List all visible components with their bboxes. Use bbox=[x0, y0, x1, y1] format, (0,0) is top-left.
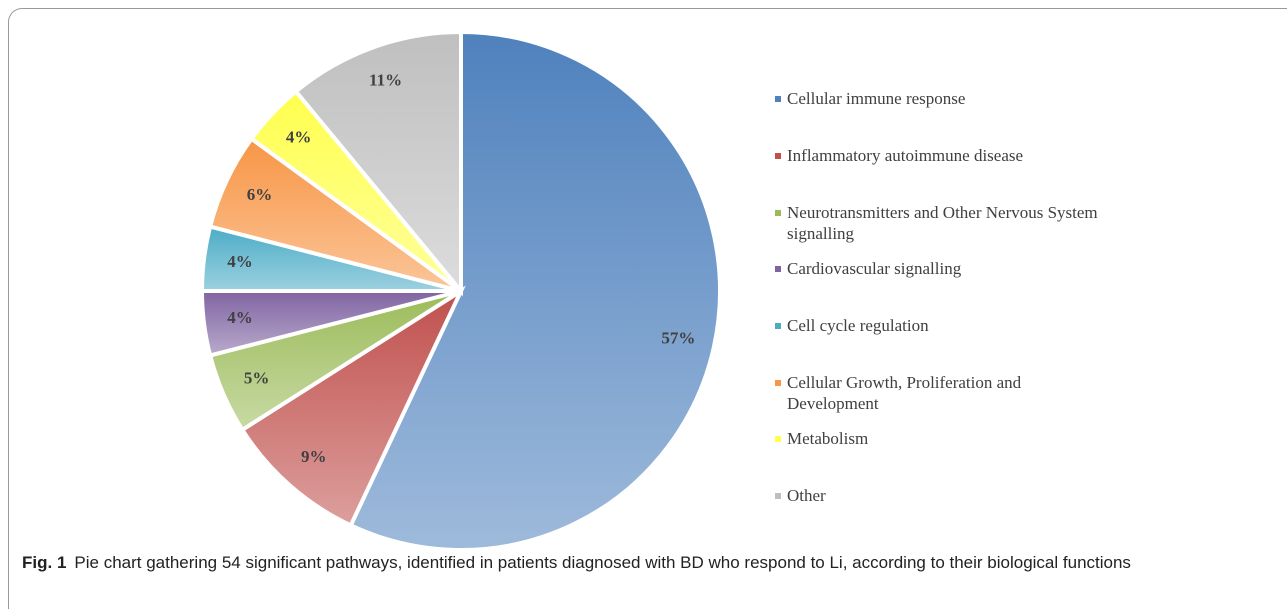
legend-label: Cardiovascular signalling bbox=[787, 259, 962, 278]
pie-slice bbox=[293, 29, 463, 297]
legend-item: Cellular immune response bbox=[775, 88, 1115, 109]
data-label: 4% bbox=[286, 127, 312, 146]
legend-item: Cell cycle regulation bbox=[775, 315, 1115, 336]
pie-slice bbox=[239, 285, 466, 529]
caption-text: Pie chart gathering 54 significant pathw… bbox=[74, 553, 1131, 572]
legend-swatch bbox=[775, 380, 781, 386]
legend-item: Cellular Growth, Proliferation and Devel… bbox=[775, 372, 1115, 414]
figure-frame bbox=[8, 8, 1287, 609]
legend-swatch bbox=[775, 153, 781, 159]
data-label: 57% bbox=[661, 328, 695, 347]
data-label: 4% bbox=[227, 252, 253, 271]
legend-swatch bbox=[775, 323, 781, 329]
data-label: 4% bbox=[227, 308, 253, 327]
legend-item: Metabolism bbox=[775, 428, 1115, 449]
legend-label: Cellular Growth, Proliferation and Devel… bbox=[787, 373, 1022, 413]
legend-label: Metabolism bbox=[787, 429, 869, 448]
legend-item: Neurotransmitters and Other Nervous Syst… bbox=[775, 202, 1115, 244]
legend-label: Other bbox=[787, 486, 826, 505]
legend-item: Inflammatory autoimmune disease bbox=[775, 145, 1115, 166]
legend-swatch bbox=[775, 210, 781, 216]
legend-item: Other bbox=[775, 485, 1115, 506]
data-label: 11% bbox=[369, 70, 402, 89]
legend-swatch bbox=[775, 493, 781, 499]
data-label: 6% bbox=[247, 185, 273, 204]
legend-swatch bbox=[775, 266, 781, 272]
data-label: 9% bbox=[301, 447, 327, 466]
legend-swatch bbox=[775, 436, 781, 442]
legend-item: Cardiovascular signalling bbox=[775, 258, 1115, 279]
legend-swatch bbox=[775, 96, 781, 102]
legend-label: Neurotransmitters and Other Nervous Syst… bbox=[787, 203, 1098, 243]
legend-label: Cell cycle regulation bbox=[787, 316, 929, 335]
legend: Cellular immune response Inflammatory aut… bbox=[775, 88, 1115, 506]
caption-label: Fig. 1 bbox=[22, 553, 67, 572]
pie-slice bbox=[348, 29, 722, 552]
legend-label: Inflammatory autoimmune disease bbox=[787, 146, 1024, 165]
legend-label: Cellular immune response bbox=[787, 89, 966, 108]
data-label: 5% bbox=[244, 368, 270, 387]
caption: Fig. 1 Pie chart gathering 54 significant… bbox=[22, 552, 1262, 574]
